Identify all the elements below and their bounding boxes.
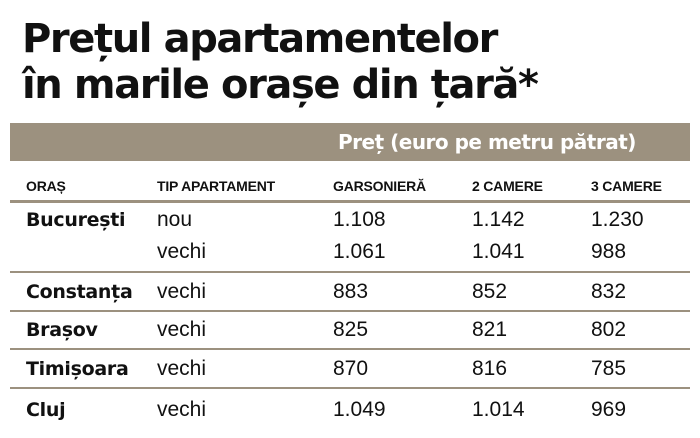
camere-2-value: 1.041 [472,240,525,263]
type-cell: vechi [157,398,207,421]
camere-3-value: 1.230 [591,208,644,231]
city-cell: Constanța [26,281,133,303]
title-line-2: în marile orașe din țară* [22,62,539,108]
camere-2-value: 1.142 [472,208,525,231]
page-title: Prețul apartamentelor în marile orașe di… [22,16,682,108]
row-divider [10,348,690,350]
column-header-tip-apartament: TIP APARTAMENT [157,178,276,194]
column-header-oras: ORAȘ [26,178,66,194]
city-cell: Brașov [26,319,98,341]
column-header-2-camere: 2 CAMERE [472,178,543,194]
garsoniera-value: 1.049 [333,398,386,421]
row-divider [10,271,690,273]
row-divider [10,310,690,312]
column-header-3-camere: 3 CAMERE [591,178,662,194]
garsoniera-value: 870 [333,357,369,380]
garsoniera-value: 1.061 [333,240,386,263]
title-line-1: Prețul apartamentelor [22,16,498,62]
type-cell: vechi [157,280,207,303]
type-cell: vechi [157,357,207,380]
camere-3-value: 802 [591,318,627,341]
price-header-band: Preț (euro pe metru pătrat) [10,123,690,161]
camere-3-value: 832 [591,280,627,303]
camere-2-value: 852 [472,280,508,303]
city-cell: Timișoara [26,358,129,380]
header-divider [10,200,690,203]
camere-3-value: 785 [591,357,627,380]
camere-3-value: 988 [591,240,627,263]
price-header-label: Preț (euro pe metru pătrat) [338,130,636,154]
camere-2-value: 821 [472,318,508,341]
city-cell: Cluj [26,399,66,421]
type-cell: vechi [157,240,207,263]
type-cell: nou [157,208,193,231]
garsoniera-value: 883 [333,280,369,303]
type-cell: vechi [157,318,207,341]
garsoniera-value: 1.108 [333,208,386,231]
row-divider [10,387,690,389]
camere-2-value: 816 [472,357,508,380]
camere-2-value: 1.014 [472,398,525,421]
garsoniera-value: 825 [333,318,369,341]
city-cell: București [26,209,126,231]
camere-3-value: 969 [591,398,627,421]
column-header-garsoniera: GARSONIERĂ [333,178,426,194]
